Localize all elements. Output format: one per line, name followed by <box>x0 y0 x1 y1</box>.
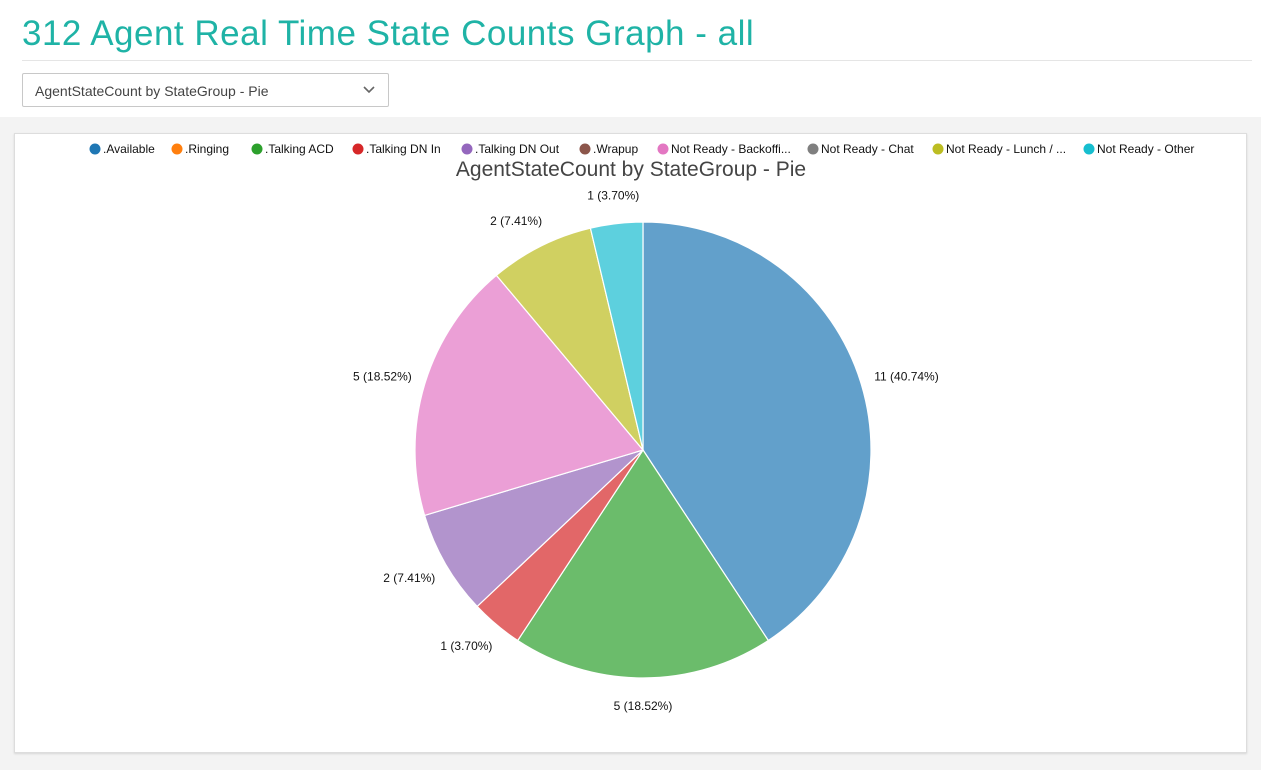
pie-slice[interactable] <box>495 227 644 451</box>
page-header: 312 Agent Real Time State Counts Graph -… <box>0 0 1261 60</box>
legend-label: .Talking DN In <box>366 142 441 156</box>
pie-slice[interactable] <box>516 448 770 679</box>
slice-label: 2 (7.41%) <box>490 214 542 228</box>
chart-selector-value: AgentStateCount by StateGroup - Pie <box>35 83 269 99</box>
slice-label: 1 (3.70%) <box>587 189 639 203</box>
legend-swatch <box>807 143 819 155</box>
legend-swatch <box>579 143 591 155</box>
legend-label: Not Ready - Backoffi... <box>671 142 791 156</box>
legend-label: Not Ready - Chat <box>821 142 914 156</box>
chart-legend: .Available .Ringing .Talking ACD .Talking D… <box>89 142 1195 156</box>
slice-label: 5 (18.52%) <box>353 370 412 384</box>
slice-label: 1 (3.70%) <box>440 639 492 653</box>
slice-label: 11 (40.74%) <box>874 370 938 384</box>
legend-swatch <box>1083 143 1095 155</box>
pie-slice[interactable] <box>423 449 644 608</box>
slice-label: 5 (18.52%) <box>614 699 673 713</box>
legend-swatch <box>251 143 263 155</box>
chart-panel: .Available .Ringing .Talking ACD .Talking D… <box>14 133 1247 753</box>
chart-title: AgentStateCount by StateGroup - Pie <box>456 158 806 181</box>
slice-labels: 11 (40.74%) 5 (18.52%) 1 (3.70%) 2 (7.41%) 5… <box>353 189 939 713</box>
pie-slice[interactable] <box>589 221 644 451</box>
pie-slices <box>414 221 872 679</box>
legend-item[interactable]: .Wrapup <box>579 142 639 156</box>
legend-item[interactable]: .Talking DN Out <box>461 142 560 156</box>
legend-label: .Ringing <box>185 142 229 156</box>
legend-item[interactable]: .Available <box>89 142 156 156</box>
legend-label: .Available <box>103 142 155 156</box>
legend-item[interactable]: .Ringing <box>171 142 230 156</box>
legend-item[interactable]: .Talking DN In <box>352 142 441 156</box>
legend-swatch <box>461 143 473 155</box>
page-title: 312 Agent Real Time State Counts Graph -… <box>22 14 755 53</box>
legend-swatch <box>89 143 101 155</box>
pie-chart: .Available .Ringing .Talking ACD .Talking D… <box>89 142 1195 713</box>
legend-item[interactable]: Not Ready - Chat <box>807 142 915 156</box>
legend-item[interactable]: Not Ready - Other <box>1083 142 1195 156</box>
legend-label: Not Ready - Other <box>1097 142 1194 156</box>
pie-slice[interactable] <box>414 274 645 517</box>
legend-item[interactable]: .Talking ACD <box>251 142 335 156</box>
legend-label: .Talking DN Out <box>475 142 560 156</box>
legend-swatch <box>352 143 364 155</box>
slice-label: 2 (7.41%) <box>383 571 435 585</box>
header-divider <box>22 60 1252 61</box>
chevron-down-icon <box>363 86 375 94</box>
legend-swatch <box>171 143 183 155</box>
legend-item[interactable]: Not Ready - Backoffi... <box>657 142 791 156</box>
chart-selector-dropdown[interactable]: AgentStateCount by StateGroup - Pie <box>22 73 389 107</box>
legend-swatch <box>657 143 669 155</box>
legend-label: .Wrapup <box>593 142 638 156</box>
legend-label: .Talking ACD <box>265 142 334 156</box>
legend-swatch <box>932 143 944 155</box>
legend-label: Not Ready - Lunch / ... <box>946 142 1066 156</box>
legend-item[interactable]: Not Ready - Lunch / ... <box>932 142 1067 156</box>
